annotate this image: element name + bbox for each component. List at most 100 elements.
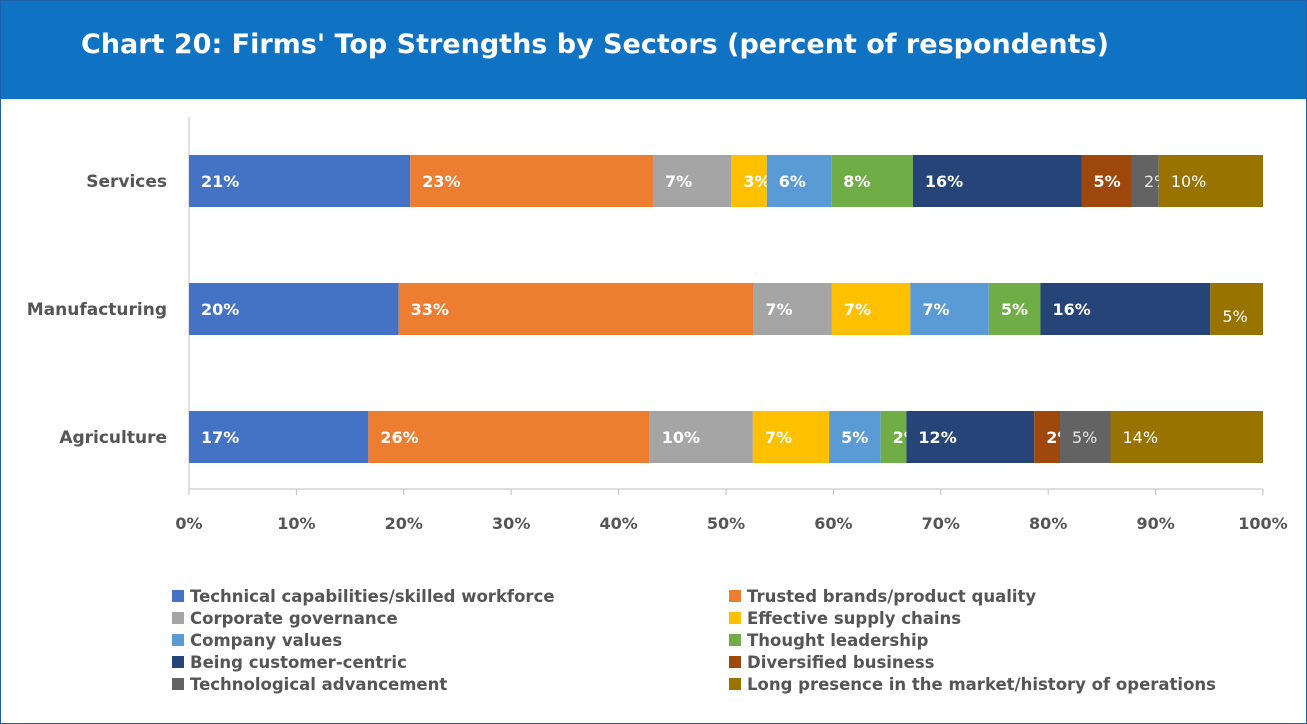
x-tick-label: 10% xyxy=(277,514,315,533)
x-tick-label: 70% xyxy=(922,514,960,533)
x-tick-label: 20% xyxy=(385,514,423,533)
chart-title: Chart 20: Firms' Top Strengths by Sector… xyxy=(81,29,1109,60)
bar-segment xyxy=(410,155,653,207)
legend-label: Technical capabilities/skilled workforce xyxy=(190,586,555,606)
legend-item: Effective supply chains xyxy=(729,608,961,628)
data-label: 5% xyxy=(1072,428,1097,447)
data-label: 6% xyxy=(779,172,806,191)
data-label: 3% xyxy=(743,172,770,191)
bar-segment xyxy=(910,283,989,335)
data-label: 5% xyxy=(1001,300,1028,319)
bar-segment xyxy=(880,411,907,463)
data-label: 14% xyxy=(1122,428,1158,447)
data-label: 8% xyxy=(843,172,870,191)
bar-segment xyxy=(1158,155,1263,207)
bar-segment xyxy=(766,155,832,207)
legend-item: Technological advancement xyxy=(172,674,447,694)
legend-item: Trusted brands/product quality xyxy=(729,586,1036,606)
legend-label: Long presence in the market/history of o… xyxy=(747,674,1216,694)
legend-swatch xyxy=(729,590,741,602)
bar-segment xyxy=(1040,283,1211,335)
bar-segment xyxy=(398,283,754,335)
bar-segment xyxy=(189,155,411,207)
stacked-bar-chart: 0% 10% 20% 30% 40% 50% 60% 70% 80% 90% 100% Service… xyxy=(27,117,1288,533)
data-label: 7% xyxy=(765,428,792,447)
legend-label: Company values xyxy=(190,630,343,650)
data-label: 7% xyxy=(765,300,792,319)
bar-segment xyxy=(1131,155,1159,207)
legend-swatch xyxy=(172,634,184,646)
data-label: 21% xyxy=(201,172,239,191)
bar-segment xyxy=(829,411,881,463)
bar-segment xyxy=(731,155,767,207)
bar-segment xyxy=(368,411,650,463)
legend-label: Effective supply chains xyxy=(747,608,962,628)
bar-segment xyxy=(652,155,732,207)
bar-segment xyxy=(831,283,911,335)
x-tick-label: 90% xyxy=(1136,514,1174,533)
bar-segment xyxy=(1034,411,1061,463)
legend-swatch xyxy=(729,612,741,624)
bar-segment xyxy=(912,155,1082,207)
legend-swatch xyxy=(172,590,184,602)
legend-item: Corporate governance xyxy=(172,608,398,628)
title-banner: Chart 20: Firms' Top Strengths by Sector… xyxy=(1,1,1306,99)
data-label: 12% xyxy=(918,428,956,447)
category-label: Agriculture xyxy=(59,428,167,448)
data-label: 7% xyxy=(844,300,871,319)
x-tick-label: 30% xyxy=(492,514,530,533)
legend-swatch xyxy=(172,612,184,624)
bar-segment xyxy=(1210,283,1263,335)
x-tick-label: 40% xyxy=(599,514,637,533)
x-tick-label: 80% xyxy=(1029,514,1067,533)
bar-segment xyxy=(189,283,399,335)
x-tick-label: 50% xyxy=(707,514,745,533)
data-label: 16% xyxy=(1052,300,1090,319)
data-label: 10% xyxy=(1171,172,1207,191)
bar-segment xyxy=(189,411,369,463)
legend-swatch xyxy=(172,656,184,668)
data-label: 26% xyxy=(380,428,418,447)
data-label: 5% xyxy=(1093,172,1120,191)
data-label: 17% xyxy=(201,428,239,447)
category-label: Services xyxy=(86,172,167,192)
bar-segment xyxy=(1060,411,1111,463)
bar-segment xyxy=(753,283,832,335)
legend-swatch xyxy=(729,634,741,646)
legend-label: Being customer-centric xyxy=(190,652,407,672)
legend-swatch xyxy=(729,656,741,668)
legend-swatch xyxy=(729,678,741,690)
data-label: 5% xyxy=(841,428,868,447)
legend-item: Technical capabilities/skilled workforce xyxy=(172,586,555,606)
data-label: 23% xyxy=(422,172,460,191)
data-label: 10% xyxy=(662,428,700,447)
bar-segment xyxy=(649,411,753,463)
x-tick-label: 0% xyxy=(175,514,202,533)
data-label: 7% xyxy=(665,172,692,191)
legend-item: Long presence in the market/history of o… xyxy=(729,674,1216,694)
category-label: Manufacturing xyxy=(27,300,167,320)
x-tick-label: 60% xyxy=(814,514,852,533)
legend-label: Diversified business xyxy=(747,652,935,672)
legend-label: Thought leadership xyxy=(747,630,929,650)
bar-segment xyxy=(1081,155,1132,207)
legend-item: Being customer-centric xyxy=(172,652,407,672)
bar-segment xyxy=(906,411,1035,463)
legend-item: Thought leadership xyxy=(729,630,928,650)
bar-segment xyxy=(831,155,913,207)
data-label: 33% xyxy=(411,300,449,319)
x-tick-label: 100% xyxy=(1238,514,1287,533)
legend-label: Technological advancement xyxy=(190,674,448,694)
bar-segment xyxy=(988,283,1041,335)
data-label: 16% xyxy=(925,172,963,191)
bar-segment xyxy=(1110,411,1263,463)
data-label: 20% xyxy=(201,300,239,319)
data-label: 7% xyxy=(922,300,949,319)
bar-segment xyxy=(752,411,830,463)
legend-item: Company values xyxy=(172,630,342,650)
legend-swatch xyxy=(172,678,184,690)
data-label: 5% xyxy=(1222,307,1247,326)
legend-label: Trusted brands/product quality xyxy=(747,586,1037,606)
legend-label: Corporate governance xyxy=(190,608,398,628)
